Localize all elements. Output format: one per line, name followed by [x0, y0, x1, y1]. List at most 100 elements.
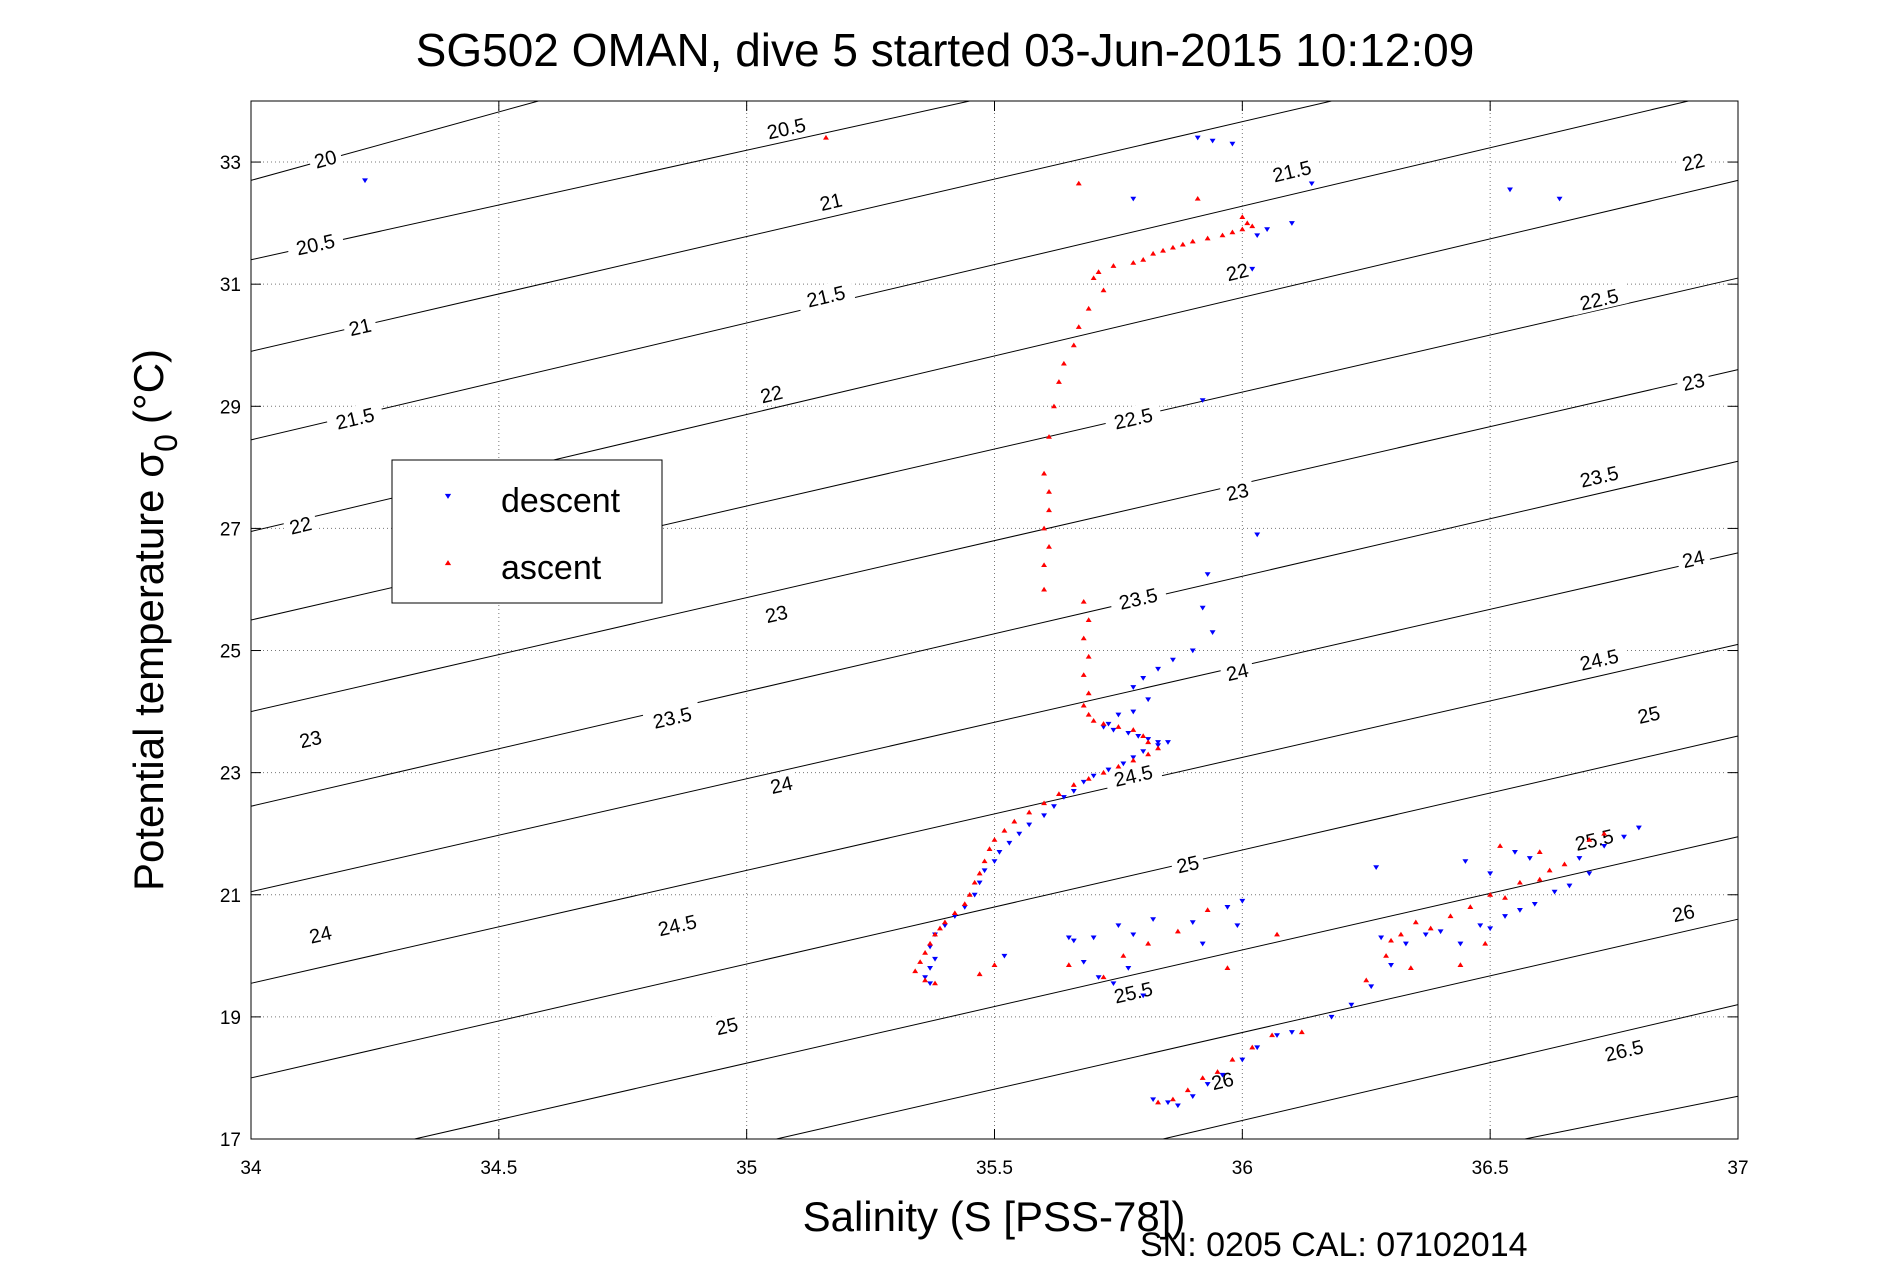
contour-label-bg	[285, 226, 345, 261]
x-tick-label: 34	[240, 1158, 262, 1179]
descent-point	[1586, 871, 1593, 877]
contour-label: 23	[1680, 370, 1707, 396]
contour-label-bg	[647, 907, 707, 942]
ascent-point	[1085, 776, 1092, 781]
descent-point	[1110, 981, 1117, 987]
ascent-point	[1080, 672, 1087, 677]
ascent-point	[966, 892, 973, 897]
contour-label: 25	[1175, 852, 1202, 878]
descent-point	[1556, 196, 1563, 202]
y-axis-label-unit: (°C)	[125, 349, 172, 424]
y-tick-label: 31	[220, 275, 241, 296]
descent-point	[996, 850, 1003, 855]
contour-label: 24	[768, 773, 795, 799]
descent-point	[1239, 1057, 1246, 1063]
descent-point	[1288, 221, 1295, 226]
y-tick-label: 19	[220, 1008, 241, 1029]
x-tick-label: 35.5	[976, 1158, 1013, 1179]
descent-point	[1189, 648, 1196, 654]
descent-point	[1487, 926, 1494, 932]
ascent-point	[1115, 763, 1122, 769]
descent-point	[1130, 709, 1137, 715]
ascent-point	[1090, 275, 1097, 281]
density-contour-line	[250, 100, 539, 181]
descent-point	[1348, 1002, 1355, 1008]
descent-point	[1209, 630, 1216, 635]
contour-label-bg	[282, 510, 319, 539]
descent-point	[1110, 727, 1117, 733]
descent-point	[1189, 1094, 1196, 1099]
ascent-point	[1536, 849, 1543, 855]
ascent-point	[1546, 867, 1553, 873]
ascent-point	[1080, 598, 1087, 604]
descent-point	[1402, 941, 1409, 947]
density-contour-line	[250, 369, 1739, 713]
contour-label-bg	[1103, 974, 1163, 1009]
ascent-point	[1011, 818, 1018, 824]
contour-label-bg	[812, 186, 849, 216]
y-axis-label-main: Potential temperature σ	[125, 452, 172, 891]
contour-label-bg	[1630, 699, 1667, 728]
contour-label-bg	[306, 143, 344, 173]
ascent-point	[1398, 931, 1404, 937]
ascent-point	[1051, 403, 1057, 409]
descent-point	[1135, 734, 1142, 739]
contour-label-bg	[1569, 641, 1629, 676]
descent-point	[1274, 1033, 1280, 1038]
descent-point	[1165, 740, 1171, 745]
descent-point	[1090, 773, 1097, 779]
ascent-point	[1160, 247, 1166, 253]
ascent-point	[1269, 1032, 1276, 1038]
contour-label: 23	[1224, 480, 1251, 506]
ascent-point	[1026, 809, 1033, 815]
ascent-point	[1120, 953, 1127, 958]
y-tick-label: 17	[220, 1130, 241, 1151]
x-tick-label: 36.5	[1472, 1158, 1509, 1179]
ascent-point	[1179, 241, 1186, 247]
contour-label-bg	[763, 769, 800, 799]
ascent-point	[1239, 226, 1246, 232]
ascent-point	[1041, 800, 1048, 806]
legend-marker-ascent	[444, 560, 452, 566]
descent-point	[1041, 813, 1048, 819]
ascent-point	[917, 959, 924, 964]
ascent-point	[1085, 711, 1092, 717]
descent-point	[1060, 795, 1067, 800]
descent-point	[1308, 181, 1315, 187]
contour-label: 21	[818, 189, 845, 215]
descent-point	[1368, 984, 1375, 990]
ascent-point	[1219, 232, 1226, 238]
contour-label-bg	[1219, 656, 1256, 686]
descent-point	[1140, 676, 1147, 681]
ascent-point	[1516, 879, 1523, 885]
ascent-point	[1140, 733, 1147, 738]
ascent-point	[1194, 195, 1201, 201]
contour-label: 21	[347, 315, 374, 341]
descent-point	[971, 892, 978, 898]
contour-label-bg	[325, 400, 385, 435]
contour-label: 23	[297, 727, 324, 753]
y-tick-label: 27	[220, 519, 241, 540]
contour-label-bg	[292, 723, 329, 753]
x-tick-label: 35	[736, 1158, 757, 1179]
descent-point	[1150, 1097, 1157, 1103]
ascent-point	[991, 962, 998, 967]
ascent-point	[1115, 724, 1122, 729]
ascent-point	[1169, 244, 1176, 250]
descent-point	[1130, 755, 1137, 761]
ascent-point	[912, 968, 919, 974]
calibration-footer: SN: 0205 CAL: 07102014	[1140, 1226, 1528, 1262]
contour-label-bg	[341, 311, 378, 341]
ascent-point	[1100, 287, 1107, 293]
descent-point	[1254, 532, 1261, 538]
y-tick-label: 25	[220, 642, 241, 663]
descent-point	[1155, 743, 1162, 748]
ascent-point	[976, 971, 983, 977]
density-contour-line	[250, 460, 1739, 807]
descent-point	[1065, 935, 1072, 941]
ascent-point	[932, 980, 938, 986]
descent-point	[1249, 266, 1256, 272]
contour-label: 22	[287, 513, 314, 540]
descent-point	[1051, 804, 1057, 809]
